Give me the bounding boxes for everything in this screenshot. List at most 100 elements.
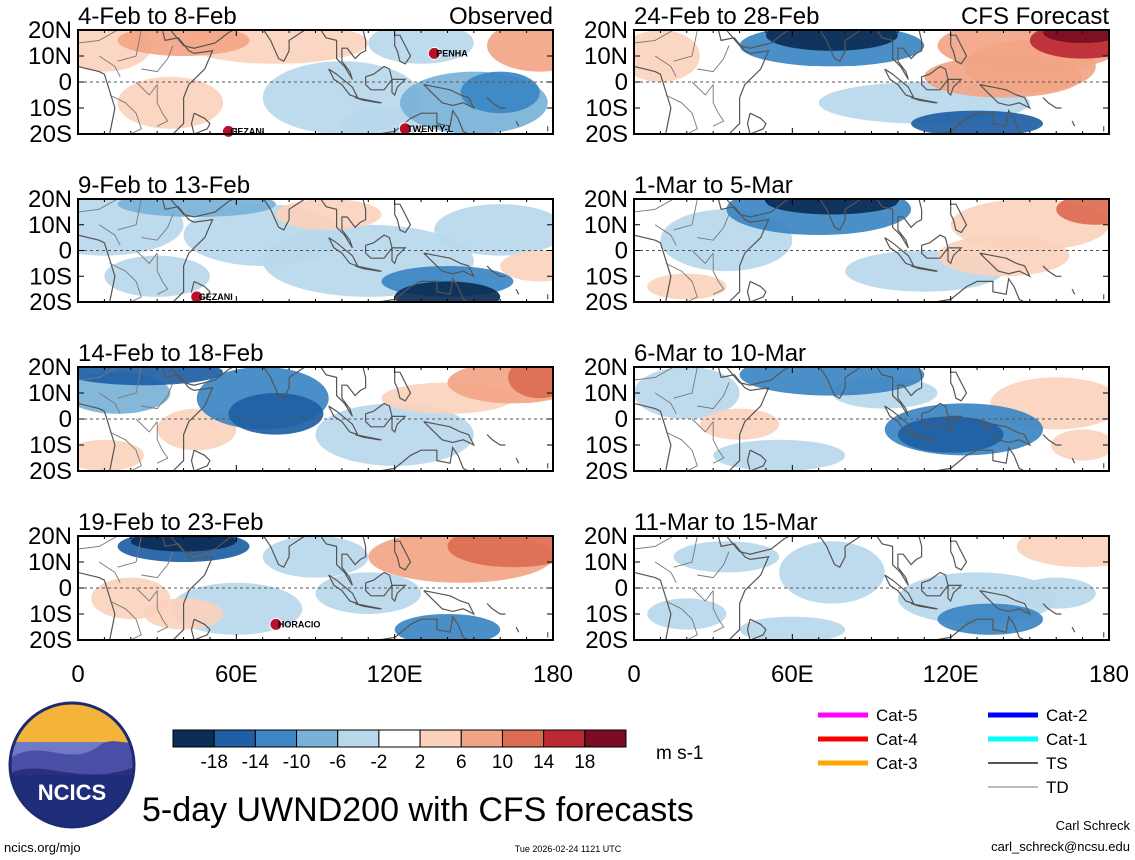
coastline xyxy=(394,34,412,65)
coastline xyxy=(423,252,476,278)
anomaly-contour xyxy=(394,281,501,302)
coastline xyxy=(252,536,306,569)
coastline xyxy=(486,97,506,109)
coastline xyxy=(884,237,915,267)
country-border xyxy=(141,551,174,579)
colorbar-label: -2 xyxy=(370,752,387,773)
panel-title: 11-Mar to 15-Mar xyxy=(634,509,818,536)
lat-tick-label: 10N xyxy=(584,212,628,239)
coastline xyxy=(378,109,469,134)
country-border xyxy=(98,392,121,415)
coastline xyxy=(190,449,211,471)
panel-title: 24-Feb to 28-Feb xyxy=(634,3,819,30)
coastline xyxy=(1071,288,1076,295)
country-border xyxy=(141,214,174,241)
colorbar-label: -10 xyxy=(283,752,310,773)
coastline xyxy=(808,536,862,569)
coastline xyxy=(423,590,476,616)
lat-tick-label: 10S xyxy=(585,601,628,628)
anomaly-contour xyxy=(91,577,171,620)
country-border xyxy=(691,81,714,96)
anomaly-contour xyxy=(699,408,780,440)
longitude-axes: 0 60E 120E 180 0 60E 120E 180 xyxy=(71,661,1129,688)
coastline xyxy=(717,536,770,640)
anomaly-contour xyxy=(1016,536,1109,568)
anomaly-field xyxy=(634,30,1109,134)
legend-label: Cat-1 xyxy=(1046,730,1088,749)
country-border xyxy=(665,262,698,302)
country-border xyxy=(697,551,730,579)
country-border xyxy=(634,199,674,213)
country-border xyxy=(673,30,698,62)
anomaly-contour xyxy=(275,199,382,230)
anomaly-contour xyxy=(739,616,846,640)
main-title: 5-day UWND200 with CFS forecasts xyxy=(142,791,694,829)
country-border xyxy=(78,199,118,213)
country-border xyxy=(78,367,118,381)
lat-tick-label: 20S xyxy=(29,627,72,654)
coastline xyxy=(515,120,520,127)
storm-marker xyxy=(427,46,441,60)
anomaly-contour xyxy=(634,30,700,82)
coastline xyxy=(950,540,968,571)
coastline xyxy=(725,30,790,49)
coastline xyxy=(320,199,367,249)
coastline xyxy=(979,590,1032,616)
coastline xyxy=(947,247,963,265)
lat-tick-label: 10S xyxy=(585,95,628,122)
legend-label: TD xyxy=(1046,778,1069,797)
coastline xyxy=(746,112,767,134)
coastline xyxy=(979,421,1032,447)
anomaly-contour xyxy=(78,367,224,386)
coastline xyxy=(252,30,306,63)
coastline xyxy=(169,199,234,218)
coastline xyxy=(423,84,476,110)
anomaly-contour xyxy=(897,416,1004,453)
coastline xyxy=(634,571,672,640)
coastline xyxy=(391,247,407,265)
country-border xyxy=(654,561,677,584)
coastline xyxy=(884,68,915,99)
lat-tick-label: 20N xyxy=(584,17,628,44)
country-border xyxy=(691,587,714,602)
lat-tick-label: 20S xyxy=(29,121,72,148)
anomaly-field xyxy=(78,367,553,471)
coastline xyxy=(328,68,359,99)
coastline xyxy=(934,446,1025,471)
coastline xyxy=(910,603,938,610)
coastline xyxy=(1042,603,1062,615)
coastline xyxy=(717,30,770,134)
coastline xyxy=(515,626,520,633)
colorbar-swatch xyxy=(337,729,380,748)
coastline xyxy=(161,536,214,640)
lon-tick-label: 180 xyxy=(533,661,573,688)
observed-label: Observed xyxy=(449,3,553,30)
anomaly-contour xyxy=(447,536,553,568)
lat-tick-label: 20S xyxy=(29,458,72,485)
anomaly-contour xyxy=(117,30,250,56)
lat-tick-label: 20S xyxy=(585,289,628,316)
country-border xyxy=(697,45,730,73)
country-border xyxy=(141,45,174,73)
anomaly-field xyxy=(78,536,553,640)
lat-tick-label: 20S xyxy=(585,627,628,654)
anomaly-contour xyxy=(434,204,553,256)
coastline xyxy=(391,78,407,97)
country-border xyxy=(673,367,698,399)
colorbar-label: 10 xyxy=(492,752,513,773)
coastline xyxy=(169,367,234,386)
anomaly-contour xyxy=(765,30,898,51)
anomaly-contour xyxy=(673,541,780,573)
lat-tick-label: 20N xyxy=(28,523,72,550)
coastline xyxy=(717,199,770,302)
coastline xyxy=(808,30,862,63)
lat-tick-label: 10N xyxy=(584,380,628,407)
lat-tick-label: 0 xyxy=(615,69,628,96)
anomaly-field xyxy=(78,30,553,134)
country-border xyxy=(697,214,730,241)
coastline xyxy=(979,84,1032,110)
